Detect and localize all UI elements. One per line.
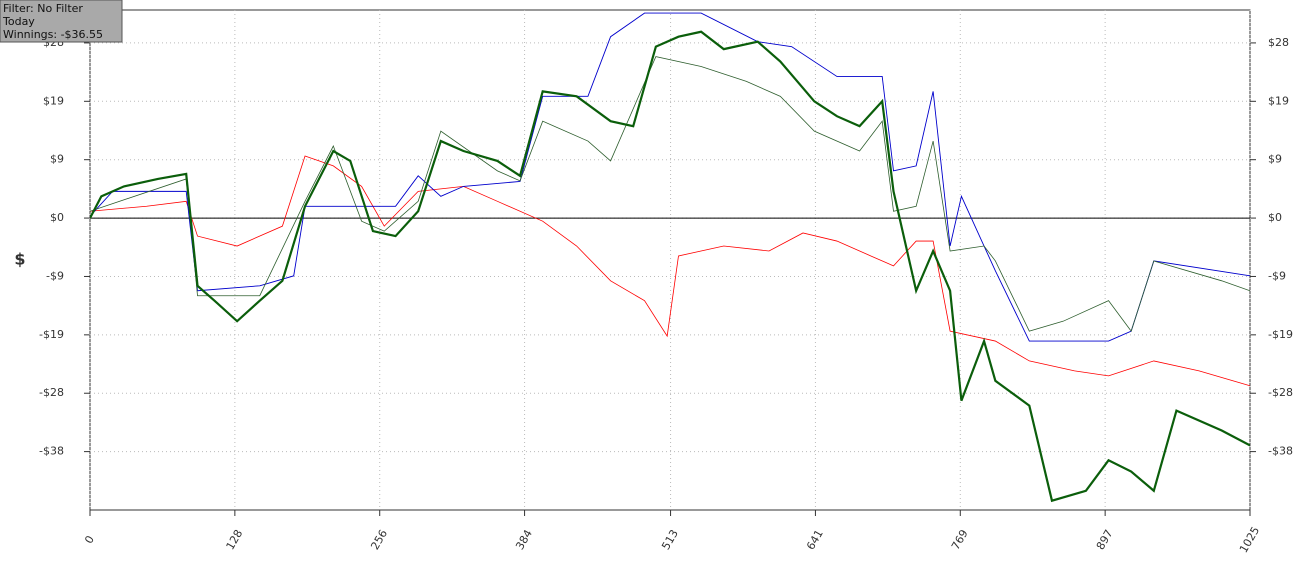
y-tick-label: $9	[50, 153, 64, 166]
y-tick-label: -$28	[39, 386, 64, 399]
info-period: Today	[2, 15, 35, 28]
info-filter: Filter: No Filter	[3, 2, 83, 15]
x-tick-label: 0	[82, 533, 97, 546]
x-tick-label: 769	[949, 527, 971, 552]
y2-tick-label: -$28	[1268, 386, 1293, 399]
y-tick-label: $0	[50, 211, 64, 224]
series-line	[90, 155, 1250, 387]
y2-tick-label: $0	[1268, 211, 1282, 224]
info-winnings: Winnings: -$36.55	[3, 28, 103, 41]
series-line	[90, 12, 1250, 342]
y2-tick-label: -$38	[1268, 445, 1293, 458]
y2-tick-label: $9	[1268, 153, 1282, 166]
y-tick-label: -$38	[39, 445, 64, 458]
info-box: Filter: No Filter Today Winnings: -$36.5…	[0, 0, 123, 43]
x-tick-label: 1025	[1237, 524, 1262, 555]
x-tick-label: 513	[659, 527, 681, 552]
y-tick-label: -$19	[39, 328, 64, 341]
x-tick-label: 897	[1094, 527, 1116, 552]
x-tick-label: 641	[804, 527, 826, 552]
y2-tick-label: $28	[1268, 36, 1289, 49]
plot-area	[89, 9, 1251, 511]
x-tick-label: 128	[224, 527, 246, 552]
info-box-bg	[0, 0, 123, 43]
x-tick-label: 384	[513, 527, 535, 552]
x-tick-label: 256	[368, 527, 390, 552]
y-axis-label: $	[14, 250, 25, 269]
series-line	[90, 30, 1250, 503]
y2-tick-label: -$9	[1268, 269, 1286, 282]
y-tick-label: -$9	[46, 269, 64, 282]
series-line	[90, 56, 1250, 332]
y2-tick-label: -$19	[1268, 328, 1293, 341]
y-tick-label: $19	[43, 94, 64, 107]
y2-tick-label: $19	[1268, 94, 1289, 107]
